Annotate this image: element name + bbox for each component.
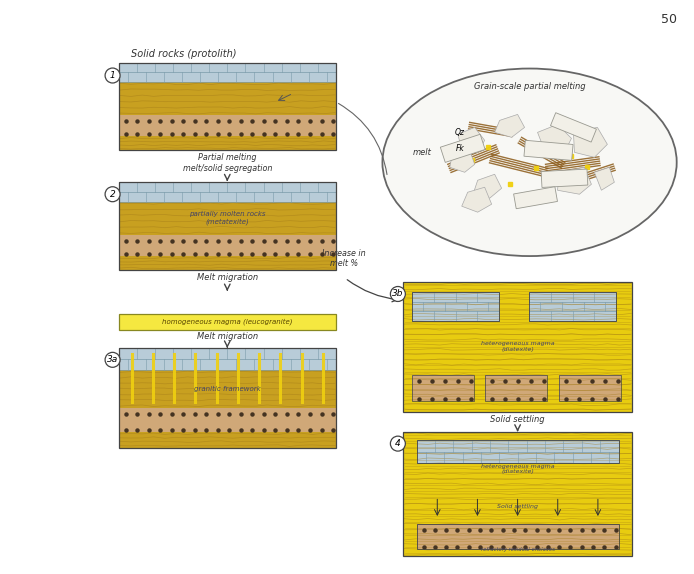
Bar xyxy=(529,292,616,321)
Text: 1: 1 xyxy=(110,71,115,80)
Polygon shape xyxy=(462,187,491,212)
Bar xyxy=(412,375,474,401)
Bar xyxy=(412,375,474,401)
Bar xyxy=(541,169,588,188)
Polygon shape xyxy=(450,150,475,172)
Bar xyxy=(119,201,336,235)
Text: 3b: 3b xyxy=(392,289,404,298)
Text: Solid rocks (protolith): Solid rocks (protolith) xyxy=(130,49,236,59)
Bar xyxy=(403,282,632,412)
Bar xyxy=(119,82,336,115)
Text: Partial melting
melt/solid segregation: Partial melting melt/solid segregation xyxy=(183,153,272,173)
Bar xyxy=(559,375,621,401)
Polygon shape xyxy=(474,174,502,198)
Text: granitic framework: granitic framework xyxy=(194,386,261,392)
Bar xyxy=(524,140,573,160)
Bar xyxy=(412,292,499,321)
Circle shape xyxy=(105,352,120,367)
Bar xyxy=(550,113,596,142)
Bar xyxy=(416,440,618,463)
Bar xyxy=(119,235,336,256)
Bar xyxy=(119,136,336,150)
Text: Qz: Qz xyxy=(455,128,465,137)
Circle shape xyxy=(105,68,120,83)
Bar xyxy=(119,432,336,448)
Text: Grain-scale partial melting: Grain-scale partial melting xyxy=(474,83,585,91)
Bar xyxy=(119,115,336,136)
Text: 2: 2 xyxy=(110,190,115,199)
Polygon shape xyxy=(495,114,525,137)
Text: melt: melt xyxy=(412,148,431,157)
Text: Solid settling: Solid settling xyxy=(490,414,545,424)
Bar xyxy=(416,524,618,549)
Bar xyxy=(119,63,336,150)
Bar xyxy=(119,183,336,270)
Text: Melt migration: Melt migration xyxy=(196,332,258,341)
Text: Solid settling: Solid settling xyxy=(497,504,538,509)
Bar xyxy=(514,187,557,209)
Text: Fk: Fk xyxy=(455,144,464,153)
Polygon shape xyxy=(594,167,614,190)
Text: 4: 4 xyxy=(395,439,400,448)
Circle shape xyxy=(391,286,405,301)
Circle shape xyxy=(105,187,120,201)
Text: heterogeneous magma
(diatexite): heterogeneous magma (diatexite) xyxy=(481,342,555,352)
Text: heterogeneous magma
(diatexite): heterogeneous magma (diatexite) xyxy=(481,464,555,475)
Bar xyxy=(403,432,632,556)
Bar xyxy=(119,256,336,270)
Circle shape xyxy=(391,436,405,451)
Ellipse shape xyxy=(382,68,677,256)
Bar xyxy=(416,524,618,549)
FancyArrowPatch shape xyxy=(339,103,387,174)
Bar xyxy=(119,348,336,448)
Bar xyxy=(119,370,336,408)
Bar xyxy=(559,375,621,401)
Bar xyxy=(440,134,485,162)
Text: Melt migration: Melt migration xyxy=(196,273,258,282)
Bar xyxy=(529,292,616,321)
Bar xyxy=(119,63,336,82)
Bar xyxy=(403,282,632,412)
Bar xyxy=(403,432,632,556)
Bar xyxy=(416,440,618,463)
Bar xyxy=(119,348,336,370)
Text: 50: 50 xyxy=(661,13,677,26)
Text: Increase in
melt %: Increase in melt % xyxy=(322,249,366,268)
Polygon shape xyxy=(557,167,591,194)
Bar xyxy=(119,408,336,432)
Bar xyxy=(119,314,336,330)
Polygon shape xyxy=(538,125,571,152)
Bar xyxy=(486,375,548,401)
Polygon shape xyxy=(458,127,484,152)
Text: 3a: 3a xyxy=(107,355,118,364)
Text: partially molten rocks
(metatexite): partially molten rocks (metatexite) xyxy=(189,211,266,225)
Bar xyxy=(412,292,499,321)
Bar xyxy=(119,183,336,201)
Polygon shape xyxy=(573,127,607,157)
Text: homogeneous magma (leucogranite): homogeneous magma (leucogranite) xyxy=(162,319,293,325)
Text: refractory residual-enclaves: refractory residual-enclaves xyxy=(480,547,555,552)
Bar xyxy=(486,375,548,401)
